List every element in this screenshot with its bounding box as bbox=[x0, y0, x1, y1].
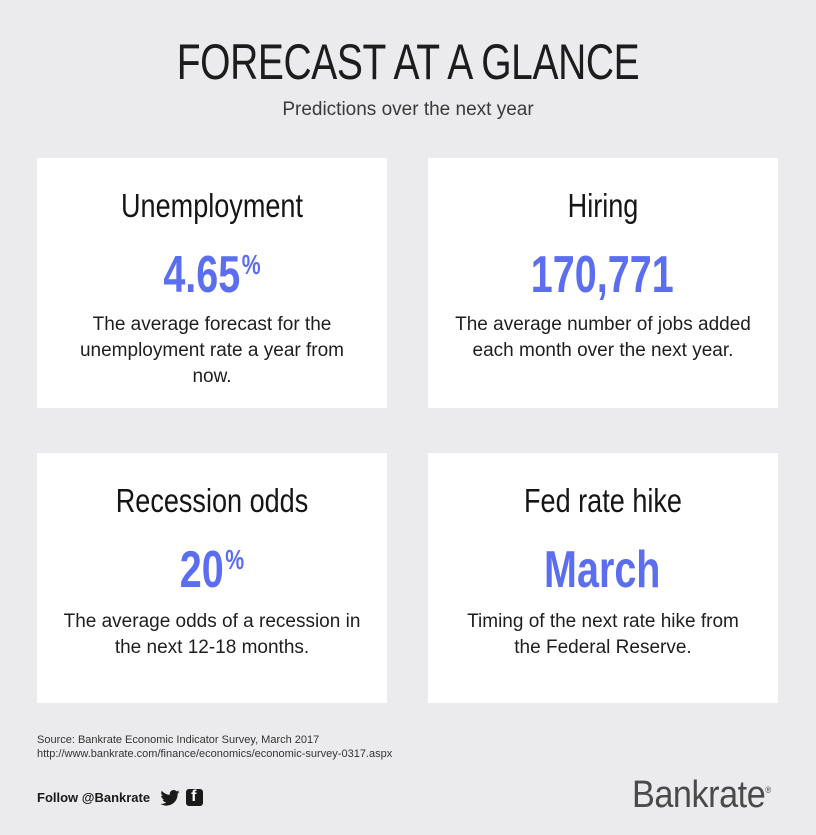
card-heading: Unemployment bbox=[121, 187, 303, 224]
card-description: The average number of jobs added each mo… bbox=[455, 314, 751, 361]
card-value: 170,771 bbox=[470, 234, 736, 306]
card-value-number: 20 bbox=[179, 541, 224, 599]
page-subtitle: Predictions over the next year bbox=[282, 99, 534, 120]
social-follow: Follow @Bankrate f bbox=[37, 788, 204, 806]
card-heading: Fed rate hike bbox=[524, 482, 682, 519]
source-citation: Source: Bankrate Economic Indicator Surv… bbox=[37, 734, 320, 746]
card-value-unit: % bbox=[241, 249, 261, 280]
follow-handle[interactable]: Follow @Bankrate bbox=[37, 790, 151, 805]
forecast-card-hiring: Hiring 170,771 The average number of job… bbox=[428, 158, 778, 408]
registered-mark: ® bbox=[765, 785, 771, 795]
facebook-icon[interactable]: f bbox=[186, 788, 204, 806]
forecast-card-recession-odds: Recession odds 20% The average odds of a… bbox=[37, 453, 387, 703]
source-url[interactable]: http://www.bankrate.com/finance/economic… bbox=[37, 748, 393, 760]
card-value-number: 170,771 bbox=[530, 246, 674, 304]
card-value-number: 4.65 bbox=[163, 246, 241, 304]
card-value: March bbox=[470, 529, 736, 601]
card-description: The average forecast for the unemploymen… bbox=[79, 314, 344, 387]
forecast-card-unemployment: Unemployment 4.65% The average forecast … bbox=[37, 158, 387, 408]
card-value-unit: % bbox=[225, 544, 245, 575]
card-heading: Hiring bbox=[567, 187, 639, 224]
forecast-card-fed-rate-hike: Fed rate hike March Timing of the next r… bbox=[428, 453, 778, 703]
card-heading: Recession odds bbox=[115, 482, 309, 519]
card-value: 4.65% bbox=[79, 234, 345, 306]
page-title: FORECAST AT A GLANCE bbox=[176, 34, 640, 90]
card-value: 20% bbox=[79, 529, 345, 601]
card-description: Timing of the next rate hike from the Fe… bbox=[467, 611, 739, 658]
brand-logo: Bankrate® bbox=[632, 768, 771, 817]
brand-logo-text: Bankrate bbox=[632, 774, 766, 816]
source-note: Source: Bankrate Economic Indicator Surv… bbox=[37, 733, 392, 761]
card-value-number: March bbox=[544, 541, 661, 599]
twitter-icon[interactable] bbox=[160, 789, 180, 806]
card-description: The average odds of a recession in the n… bbox=[63, 611, 361, 658]
